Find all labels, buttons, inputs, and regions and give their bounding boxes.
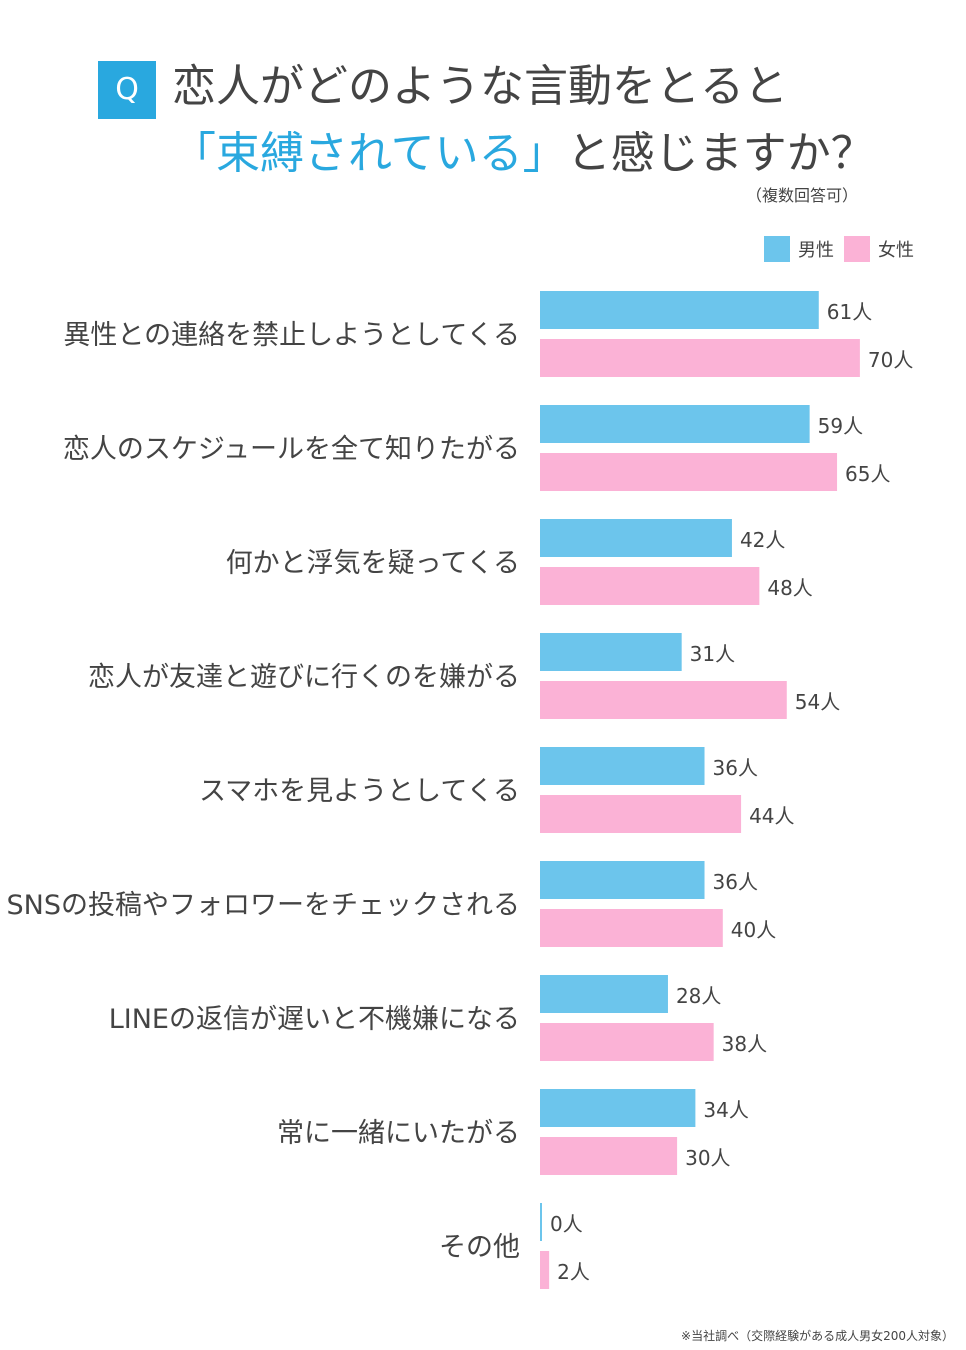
data-label: 0人: [550, 1212, 583, 1236]
data-label: 2人: [557, 1260, 590, 1284]
data-label: 65人: [845, 462, 890, 486]
bar-female: [540, 1023, 714, 1061]
data-label: 38人: [722, 1032, 767, 1056]
legend-item-male: 男性: [764, 236, 834, 262]
data-label: 61人: [827, 300, 872, 324]
category-label: SNSの投稿やフォロワーをチェックされる: [7, 890, 520, 921]
data-label: 30人: [685, 1146, 730, 1170]
page-title-line2: 「束縛されている」と感じますか？: [172, 132, 875, 176]
bar-male: [540, 975, 668, 1013]
bar-female: [540, 339, 860, 377]
data-label: 31人: [690, 642, 735, 666]
bar-male: [540, 1203, 542, 1241]
bar-male: [540, 291, 819, 329]
category-label: 異性との連絡を禁止しようとしてくる: [63, 320, 520, 351]
data-label: 28人: [676, 984, 721, 1008]
bar-female: [540, 681, 787, 719]
legend-item-female: 女性: [844, 236, 914, 262]
bar-female: [540, 909, 723, 947]
multiple-answer-note: （複数回答可）: [745, 186, 858, 205]
data-label: 44人: [749, 804, 794, 828]
legend-label-male: 男性: [798, 240, 834, 261]
bar-female: [540, 1137, 678, 1175]
data-label: 54人: [795, 690, 840, 714]
data-label: 36人: [713, 756, 758, 780]
data-label: 70人: [868, 348, 913, 372]
bar-male: [540, 633, 682, 671]
bar-female: [540, 1251, 550, 1289]
data-label: 42人: [740, 528, 785, 552]
data-label: 34人: [703, 1098, 748, 1122]
category-label: スマホを見ようとしてくる: [199, 776, 520, 807]
category-label: 恋人のスケジュールを全て知りたがる: [63, 434, 520, 465]
data-label: 36人: [713, 870, 758, 894]
bar-male: [540, 747, 705, 785]
category-label: その他: [439, 1232, 520, 1263]
bar-male: [540, 405, 810, 443]
legend-swatch-male: [764, 236, 790, 262]
bar-female: [540, 453, 838, 491]
data-label: 59人: [818, 414, 863, 438]
data-label: 48人: [767, 576, 812, 600]
legend-swatch-female: [844, 236, 870, 262]
survey-footnote: ※当社調べ（交際経験がある成人男女200人対象）: [681, 1329, 954, 1343]
bar-male: [540, 1089, 696, 1127]
chart-legend: 男性 女性: [764, 236, 914, 262]
category-label: LINEの返信が遅いと不機嫌になる: [109, 1004, 520, 1035]
bar-male: [540, 861, 705, 899]
data-label: 40人: [731, 918, 776, 942]
bar-female: [540, 795, 742, 833]
category-label: 常に一緒にいたがる: [277, 1118, 520, 1149]
bar-male: [540, 519, 732, 557]
category-label: 恋人が友達と遊びに行くのを嫌がる: [88, 662, 520, 693]
category-label: 何かと浮気を疑ってくる: [226, 548, 520, 579]
question-badge: Q: [98, 61, 156, 119]
bar-female: [540, 567, 760, 605]
page-title-highlight: 「束縛されている」: [172, 128, 567, 179]
legend-label-female: 女性: [878, 240, 914, 261]
page-title-line1: 恋人がどのような言動をとると: [172, 61, 788, 112]
page-title-rest: と感じますか？: [566, 128, 875, 179]
